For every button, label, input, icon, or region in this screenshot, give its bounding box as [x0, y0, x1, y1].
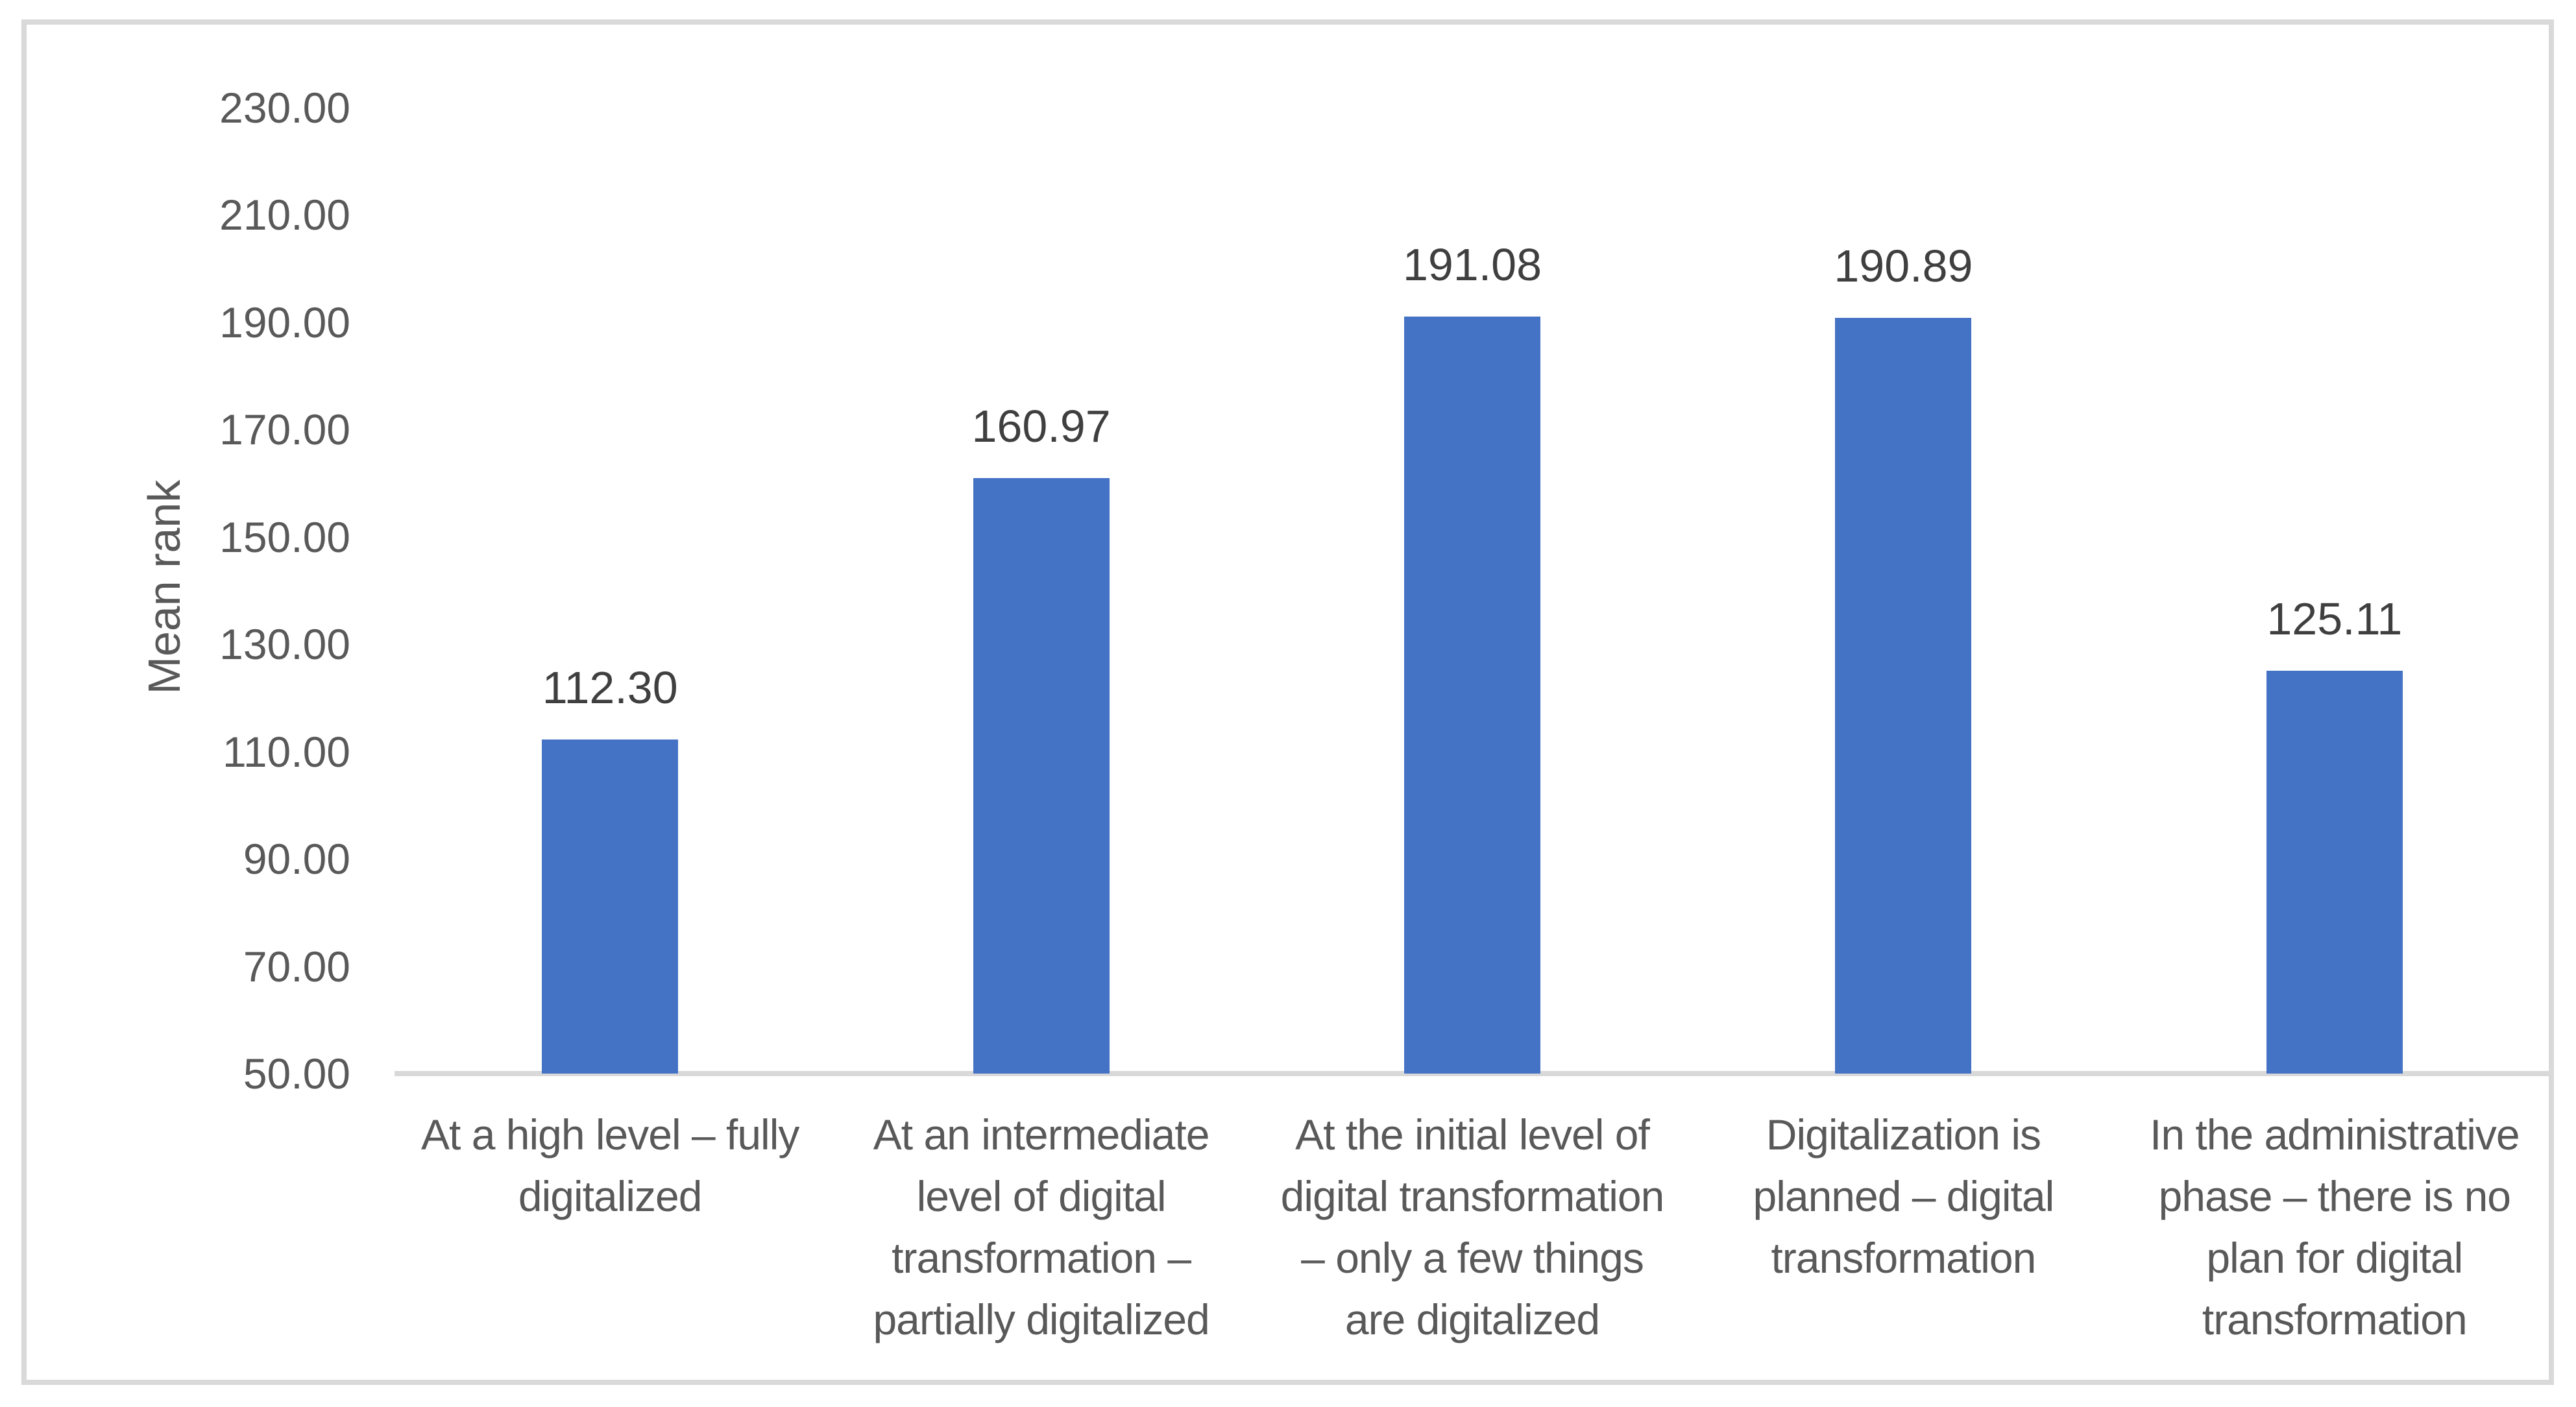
bar-4: [1835, 317, 1972, 1074]
chart-frame-border: [21, 19, 2554, 1385]
y-tick-label: 190.00: [219, 298, 350, 346]
category-label-line: phase – there is no: [2158, 1172, 2511, 1220]
category-label-1: At a high level – fully digitalized: [396, 1104, 824, 1227]
y-tick-label: 210.00: [219, 191, 350, 239]
category-label-3: At the initial level of digital transform…: [1258, 1104, 1686, 1351]
data-label-3: 191.08: [1402, 239, 1542, 290]
category-label-line: At the initial level of: [1295, 1111, 1650, 1159]
category-label-line: level of digital: [916, 1172, 1167, 1220]
x-axis-line: [395, 1071, 2550, 1076]
category-label-line: At a high level – fully: [421, 1111, 799, 1159]
data-label-4: 190.89: [1834, 240, 1973, 291]
category-label-line: digitalized: [518, 1172, 703, 1220]
category-label-line: At an intermediate: [873, 1111, 1210, 1159]
y-tick-label: 170.00: [219, 405, 350, 454]
category-label-line: planned – digital: [1753, 1172, 2055, 1220]
y-tick-label: 50.00: [243, 1050, 350, 1098]
data-label-1: 112.30: [542, 662, 678, 713]
category-label-line: – only a few things: [1301, 1234, 1644, 1282]
y-tick-label: 130.00: [219, 620, 350, 669]
bar-3: [1404, 316, 1540, 1074]
category-label-line: transformation –: [892, 1234, 1191, 1282]
data-label-2: 160.97: [971, 401, 1111, 452]
category-label-line: plan for digital: [2206, 1234, 2463, 1282]
y-tick-label: 230.00: [219, 84, 350, 132]
category-label-4: Digitalization is planned – digital transf…: [1689, 1104, 2117, 1289]
category-label-line: are digitalized: [1344, 1295, 1600, 1343]
y-tick-label: 110.00: [223, 727, 350, 776]
category-label-line: partially digitalized: [873, 1295, 1209, 1343]
bar-1: [542, 739, 679, 1074]
category-label-line: digital transformation: [1280, 1172, 1665, 1220]
y-tick-label: 90.00: [243, 835, 350, 884]
category-label-2: At an intermediate level of digital transf…: [827, 1104, 1256, 1351]
category-label-5: In the administrative phase – there is no…: [2120, 1104, 2549, 1351]
bar-2: [973, 478, 1110, 1074]
bar-5: [2266, 670, 2403, 1074]
category-label-line: Digitalization is: [1766, 1111, 2041, 1159]
category-label-line: In the administrative: [2149, 1111, 2520, 1159]
y-tick-label: 150.00: [219, 512, 350, 561]
category-label-line: transformation: [1771, 1234, 2036, 1282]
y-tick-label: 70.00: [243, 942, 350, 991]
category-label-line: transformation: [2202, 1295, 2468, 1343]
data-label-5: 125.11: [2266, 593, 2403, 644]
